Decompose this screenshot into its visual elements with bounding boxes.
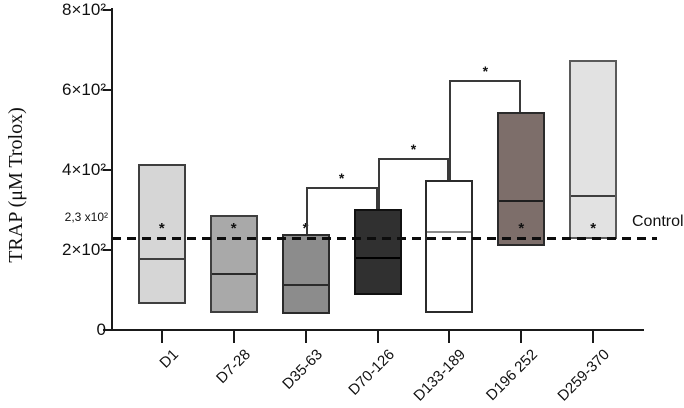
bracket-leg xyxy=(447,158,450,181)
bracket-line xyxy=(449,79,522,82)
bracket-asterisk: * xyxy=(410,141,417,157)
box-d1 xyxy=(137,164,186,304)
x-tick xyxy=(448,330,451,343)
y-tick-label: 6×10² xyxy=(62,80,106,99)
box-median-d133-189 xyxy=(427,231,472,234)
y-tick xyxy=(103,9,112,11)
control-value-label: 2,3 x10² xyxy=(64,210,108,224)
significance-asterisk-d7-28: * xyxy=(230,220,237,237)
x-tick xyxy=(232,330,235,343)
x-axis-line xyxy=(111,329,644,331)
x-category-label: D7-28 xyxy=(212,346,254,387)
significance-asterisk-d196-252: * xyxy=(518,220,525,237)
significance-asterisk-d1: * xyxy=(158,220,165,237)
bracket-leg xyxy=(375,186,378,210)
y-tick xyxy=(103,249,112,251)
control-dashed-line xyxy=(112,236,657,240)
x-tick xyxy=(520,330,523,343)
bracket-leg xyxy=(305,186,308,235)
box-d7-28 xyxy=(209,215,258,314)
x-category-label: D1 xyxy=(156,346,182,372)
box-d35-63 xyxy=(281,234,330,314)
box-median-d35-63 xyxy=(283,284,328,287)
y-tick-label: 8×10² xyxy=(62,0,106,19)
x-tick xyxy=(304,330,307,343)
box-median-d259-370 xyxy=(571,194,616,197)
box-d70-126 xyxy=(353,209,402,296)
bracket-asterisk: * xyxy=(482,62,489,79)
bracket-leg xyxy=(377,158,380,210)
y-tick xyxy=(103,89,112,91)
box-d259-370 xyxy=(569,60,618,239)
y-tick xyxy=(103,329,112,331)
box-d133-189 xyxy=(425,180,474,314)
significance-asterisk-d259-370: * xyxy=(590,220,597,237)
y-axis-line xyxy=(111,8,113,331)
y-tick xyxy=(103,169,112,171)
x-category-label: D70-126 xyxy=(344,346,398,399)
x-tick xyxy=(592,330,595,343)
bracket-leg xyxy=(519,79,522,112)
y-tick-label: 4×10² xyxy=(62,160,106,179)
box-d196-252 xyxy=(497,112,546,246)
box-median-d70-126 xyxy=(355,256,400,259)
x-tick xyxy=(160,330,163,343)
box-median-d1 xyxy=(139,257,184,260)
bracket-line xyxy=(305,186,378,189)
x-category-label: D196 252 xyxy=(483,346,542,405)
x-category-label: D133-189 xyxy=(410,346,470,405)
bracket-leg xyxy=(449,79,452,181)
y-tick-label: 0 xyxy=(96,320,106,339)
control-line-label: Control xyxy=(632,213,684,230)
y-tick-label: 2×10² xyxy=(62,240,106,259)
box-median-d196-252 xyxy=(499,200,544,203)
x-category-label: D259-370 xyxy=(554,346,614,405)
bracket-asterisk: * xyxy=(338,169,345,186)
x-category-label: D35-63 xyxy=(278,346,326,393)
box-median-d7-28 xyxy=(211,273,256,276)
bracket-line xyxy=(377,158,450,160)
x-tick xyxy=(376,330,379,343)
